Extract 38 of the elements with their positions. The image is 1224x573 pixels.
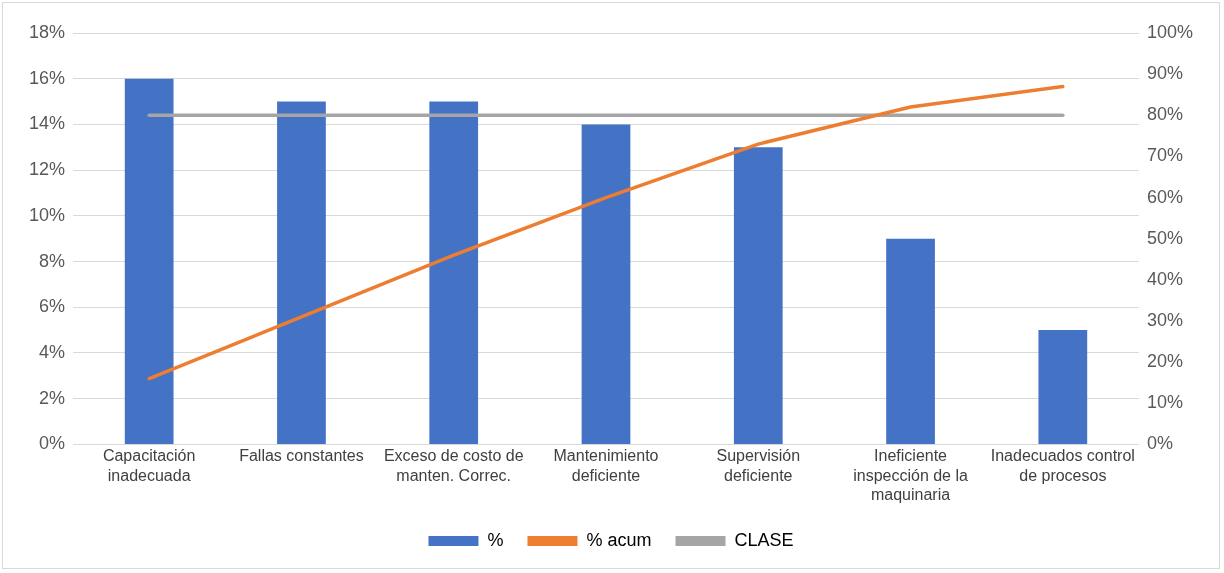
- x-tick-label: Fallas constantes: [239, 447, 364, 465]
- y-tick-label: 16%: [29, 67, 66, 88]
- x-tick-label: Supervisión deficiente: [716, 447, 801, 484]
- x-tick-label: Exceso de costo de manten. Correc.: [383, 447, 524, 484]
- y2-tick-label: 40%: [1146, 268, 1183, 289]
- y-tick-label: 10%: [29, 204, 66, 225]
- y2-tick-label: 90%: [1146, 63, 1183, 84]
- y-tick-label: 4%: [39, 341, 66, 362]
- y-tick-label: 0%: [39, 433, 66, 454]
- y-tick-label: 2%: [39, 387, 66, 408]
- x-tick-label: Mantenimiento deficiente: [553, 447, 659, 484]
- y-tick-label: 18%: [29, 21, 66, 42]
- y2-tick-label: 0%: [1146, 433, 1173, 454]
- y2-tick-label: 50%: [1146, 227, 1183, 248]
- bar: [277, 101, 326, 444]
- y2-tick-label: 10%: [1146, 392, 1183, 413]
- x-tick-label: Capacitación inadecuada: [102, 447, 196, 484]
- y2-tick-label: 60%: [1146, 186, 1183, 207]
- y2-tick-label: 20%: [1146, 351, 1183, 372]
- y-tick-label: 14%: [29, 113, 66, 134]
- x-tick-label: Ineficiente inspección de la maquinaria: [853, 447, 969, 503]
- legend-label: CLASE: [734, 529, 794, 550]
- y-tick-label: 6%: [39, 296, 66, 317]
- bar: [429, 101, 479, 444]
- x-tick-label: Inadecuados control de procesos: [990, 447, 1135, 484]
- bar: [124, 78, 174, 444]
- y2-tick-label: 30%: [1146, 309, 1183, 330]
- legend-label: % acum: [586, 529, 652, 550]
- y-tick-label: 12%: [29, 159, 66, 180]
- bar: [733, 147, 783, 444]
- legend-label: %: [487, 529, 504, 550]
- y2-tick-label: 80%: [1146, 104, 1183, 125]
- bar: [581, 124, 631, 444]
- y2-tick-label: 100%: [1146, 21, 1194, 42]
- bar: [1038, 330, 1088, 444]
- y2-tick-label: 70%: [1146, 145, 1183, 166]
- bar: [886, 238, 935, 444]
- y-tick-label: 8%: [39, 250, 66, 271]
